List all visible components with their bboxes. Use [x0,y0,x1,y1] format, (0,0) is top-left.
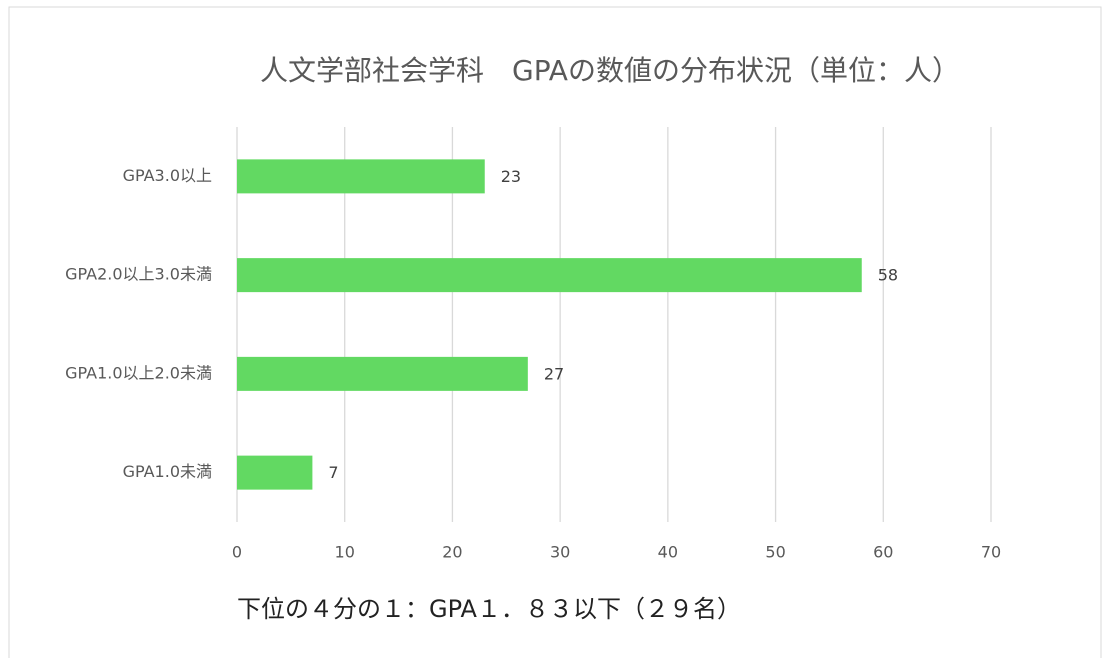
data-label: 7 [328,463,338,482]
x-tick-label: 70 [981,543,1001,562]
y-tick-label: GPA3.0以上 [123,166,212,185]
data-label: 58 [878,266,898,285]
bar [237,455,313,490]
y-tick-label: GPA1.0未満 [123,462,212,481]
x-tick-label: 20 [442,543,462,562]
x-tick-label: 30 [550,543,570,562]
chart-title: 人文学部社会学科 GPAの数値の分布状況（単位：人） [260,54,960,87]
x-tick-label: 10 [335,543,355,562]
annotation: 下位の４分の１：GPA１．８３以下（２９名） [237,595,741,623]
y-tick-label: GPA1.0以上2.0未満 [65,363,212,382]
x-tick-label: 0 [232,543,242,562]
x-tick-label: 50 [765,543,785,562]
data-label: 27 [544,364,564,383]
bar [237,356,528,391]
data-label: 23 [501,167,521,186]
x-tick-label: 60 [873,543,893,562]
bar [237,258,862,293]
x-tick-label: 40 [658,543,678,562]
y-tick-label: GPA2.0以上3.0未満 [65,265,212,284]
bar [237,159,485,194]
chart-border [8,6,1102,658]
